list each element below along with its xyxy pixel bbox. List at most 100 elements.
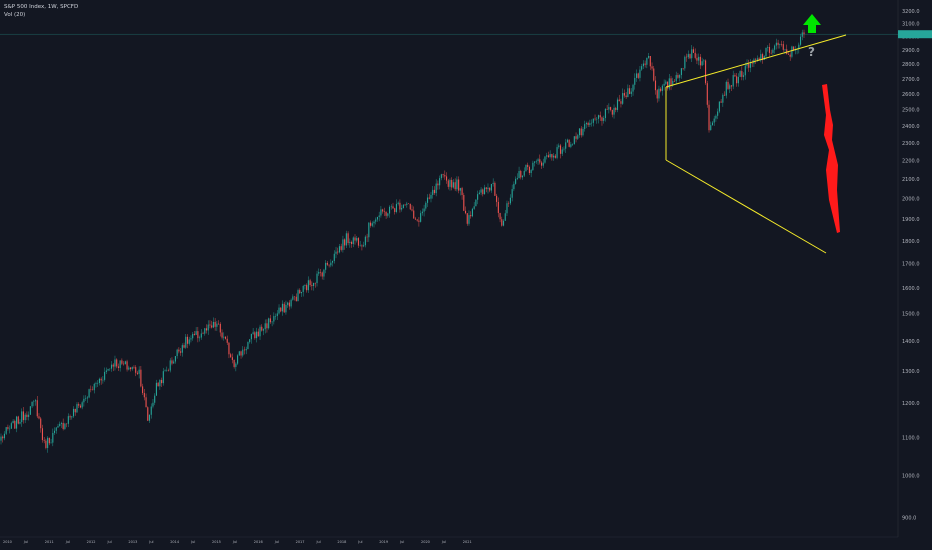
candle [28,411,30,421]
candle-body [482,189,484,195]
price-axis[interactable]: 900.0 1000.0 1100.0 1200.0 1300.0 1400.0 1500.… [897,0,920,537]
candle-body [782,44,784,50]
candle [361,244,363,251]
candle [29,406,31,415]
candle [112,363,114,372]
candle-body [129,367,132,370]
candle-body [461,188,463,196]
time-axis[interactable]: 2010 Jul 2011 Jul 2012 Jul 2013 Jul 2014 Jul 2015 J… [0,536,898,544]
candle [104,367,106,382]
candle-body [803,32,805,35]
candle-body [751,63,753,64]
candle [601,116,603,126]
candle [50,438,52,444]
candle [369,220,372,228]
volume-indicator-label[interactable]: Vol (20) [4,12,26,18]
candle [516,173,518,181]
candle [720,99,722,103]
candle [402,204,404,209]
candle [254,331,256,340]
candle-body [452,182,455,188]
time-tick-label: 2019 [379,540,388,544]
candle [197,326,199,343]
candle-body [26,414,28,417]
candle [71,416,73,420]
candle [69,414,71,420]
candle-body [801,32,803,37]
candle-body [703,60,705,62]
candle-body [300,291,303,294]
candle [629,85,631,95]
candle [24,412,26,424]
candle [131,366,133,371]
candle-body [128,367,130,370]
price-tick-label: 1500.0 [902,312,920,318]
candle-body [463,195,465,211]
candle [371,221,373,228]
candle [231,353,233,364]
candle-body [413,210,415,219]
candle [53,427,56,435]
candle-body [637,73,639,78]
candle [452,179,455,189]
candle [464,206,467,215]
candle-body [425,202,427,209]
candle-body [406,203,408,205]
candle [639,66,641,82]
symbol-title[interactable]: S&P 500 Index, 1W, SPCFD [4,4,79,10]
candle [335,246,337,259]
candle [620,98,622,108]
question-mark-annotation: ? [808,45,815,59]
candle [801,29,803,41]
candle-body [494,182,496,196]
candle-body [57,426,59,428]
candle-body [799,36,802,45]
candle-body [701,61,703,66]
candle [724,91,726,96]
candle [406,201,408,208]
candle-body [618,99,620,102]
candle [48,437,50,446]
candle-body [55,427,57,431]
candle [395,199,398,214]
candle-body [190,338,192,340]
candle-body [335,251,337,254]
candle-body [604,109,606,118]
candle-body [209,324,211,326]
candle-body [440,174,442,179]
candle-body [399,202,401,210]
candle-body [0,436,2,441]
candle-body [90,389,92,390]
candle [775,38,777,50]
candle-body [686,56,688,58]
candle [192,331,194,341]
candle [694,48,696,60]
candle [789,52,791,61]
candle-body [577,135,579,139]
candle [623,89,625,98]
candle-body [9,428,11,430]
drawing-overlays[interactable]: ? [0,14,932,254]
candle-body [159,379,161,387]
time-tick-label: Jul [23,540,28,544]
candle [378,211,380,222]
candle [171,357,173,366]
candle-body [606,109,608,110]
candle [777,39,779,49]
candle [166,366,168,372]
candle-body [33,401,35,402]
candle [587,121,589,127]
candle [703,58,705,65]
candle [504,209,506,221]
candle [414,216,417,220]
candle-body [311,285,313,286]
candle [729,83,731,93]
candle [41,424,44,443]
candle-body [295,296,297,302]
candle-body [502,220,505,226]
candle-body [506,203,508,214]
candle-body [154,395,156,403]
candle-body [513,183,515,190]
time-tick-label: 2017 [296,540,305,544]
